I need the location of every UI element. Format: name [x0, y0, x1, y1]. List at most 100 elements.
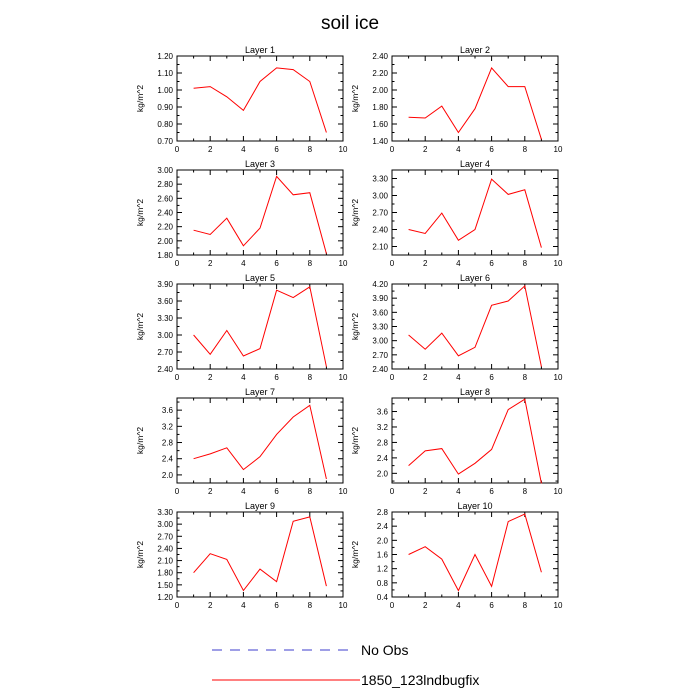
y-tick-label: 1.80	[372, 103, 388, 112]
x-tick-label: 4	[241, 259, 246, 268]
y-axis-label: kg/m^2	[135, 313, 145, 340]
y-tick-label: 2.10	[372, 243, 388, 252]
y-tick-label: 2.60	[157, 194, 173, 203]
panel-layer-1: Layer 1 0 2 4 6 8 10 0.70 0.80 0.90 1.00 1.10 1.20 kg…	[135, 45, 348, 154]
y-tick-label: 3.00	[372, 192, 388, 201]
x-tick-label: 6	[274, 145, 279, 154]
x-tick-label: 8	[308, 145, 313, 154]
y-tick-label: 3.30	[157, 508, 173, 517]
y-tick-label: 1.50	[157, 581, 173, 590]
plot-frame	[391, 169, 559, 256]
series-line	[408, 178, 542, 248]
x-tick-label: 0	[390, 601, 395, 610]
y-tick-label: 2.00	[372, 86, 388, 95]
panel-title: Layer 9	[245, 501, 275, 511]
x-tick-label: 2	[423, 601, 428, 610]
x-tick-label: 2	[208, 259, 213, 268]
x-tick-label: 4	[241, 487, 246, 496]
y-tick-label: 3.00	[372, 337, 388, 346]
y-tick-label: 3.6	[162, 406, 174, 415]
panel-title: Layer 6	[460, 273, 490, 283]
x-tick-label: 4	[241, 373, 246, 382]
y-tick-label: 2.40	[372, 365, 388, 374]
panel-grid: Layer 10 2 4 6 8 100.700.800.901.001.101.20kg…	[135, 45, 563, 610]
series-line	[193, 175, 327, 254]
y-tick-label: 2.40	[157, 209, 173, 218]
y-tick-label: 2.20	[157, 223, 173, 232]
panel-title: Layer 4	[460, 159, 490, 169]
y-tick-label: 0.90	[157, 103, 173, 112]
x-tick-label: 10	[554, 601, 563, 610]
panel-title: Layer 2	[460, 45, 490, 55]
figure-title: soil ice	[321, 13, 379, 34]
y-tick-label: 2.0	[377, 469, 389, 478]
panel-layer-5: Layer 5 0 2 4 6 8 10 2.40 2.70 3.00 3.30 3.60 3.90 kg…	[135, 273, 348, 382]
x-tick-label: 4	[456, 145, 461, 154]
y-tick-label: 2.40	[157, 544, 173, 553]
x-tick-label: 10	[339, 601, 348, 610]
x-tick-label: 8	[523, 145, 528, 154]
series-line	[408, 398, 542, 484]
x-tick-label: 6	[489, 259, 494, 268]
x-tick-label: 2	[208, 601, 213, 610]
y-tick-label: 2.8	[162, 439, 174, 448]
x-tick-label: 0	[175, 259, 180, 268]
series-line	[408, 66, 542, 140]
y-tick-label: 1.20	[157, 593, 173, 602]
x-tick-label: 2	[208, 373, 213, 382]
y-tick-label: 2.8	[377, 508, 389, 517]
y-tick-label: 1.2	[377, 565, 389, 574]
y-tick-label: 2.70	[372, 209, 388, 218]
x-tick-label: 10	[554, 259, 563, 268]
y-tick-label: 3.2	[377, 423, 389, 432]
x-tick-label: 10	[554, 145, 563, 154]
x-tick-label: 4	[241, 601, 246, 610]
x-tick-label: 6	[274, 373, 279, 382]
x-tick-label: 8	[308, 259, 313, 268]
y-tick-label: 4.20	[372, 280, 388, 289]
y-tick-label: 1.40	[372, 137, 388, 146]
panel-layer-10: Layer 10 0 2 4 6 8 10 0.4 0.8 1.2 1.6 2.0 2.4 2.8 kg/m…	[350, 501, 563, 610]
x-tick-label: 8	[523, 373, 528, 382]
y-tick-label: 2.4	[377, 522, 389, 531]
panel-layer-6: Layer 6 0 2 4 6 8 10 2.40 2.70 3.00 3.30 3.60 3.90 4.…	[350, 273, 563, 382]
y-axis-label: kg/m^2	[350, 541, 360, 568]
y-tick-label: 2.40	[372, 226, 388, 235]
legend: No Obs 1850_123lndbugfix	[212, 642, 479, 688]
x-tick-label: 8	[308, 601, 313, 610]
y-axis-label: kg/m^2	[135, 541, 145, 568]
y-tick-label: 3.60	[157, 297, 173, 306]
y-tick-label: 2.70	[157, 532, 173, 541]
x-tick-label: 0	[390, 487, 395, 496]
panel-title: Layer 3	[245, 159, 275, 169]
x-tick-label: 10	[339, 259, 348, 268]
y-axis-label: kg/m^2	[350, 199, 360, 226]
y-tick-label: 0.8	[377, 579, 389, 588]
y-axis-label: kg/m^2	[350, 85, 360, 112]
x-tick-label: 6	[489, 601, 494, 610]
plot-frame	[176, 55, 344, 142]
x-tick-label: 8	[523, 487, 528, 496]
x-tick-label: 10	[554, 373, 563, 382]
panel-layer-9: Layer 9 0 2 4 6 8 10 1.20 1.50 1.80 2.10 2.40 2.70 3.…	[135, 501, 348, 610]
plot-frame	[176, 169, 344, 256]
series-line	[193, 67, 327, 133]
y-tick-label: 1.6	[377, 551, 389, 560]
x-tick-label: 2	[423, 259, 428, 268]
x-tick-label: 4	[456, 487, 461, 496]
x-tick-label: 8	[523, 601, 528, 610]
y-tick-label: 3.30	[372, 175, 388, 184]
x-tick-label: 6	[274, 259, 279, 268]
plot-frame	[391, 55, 559, 142]
legend-label-no-obs: No Obs	[361, 642, 408, 658]
panel-layer-2: Layer 2 0 2 4 6 8 10 1.40 1.60 1.80 2.00 2.20 2.40 kg…	[350, 45, 563, 154]
y-tick-label: 0.80	[157, 120, 173, 129]
x-tick-label: 0	[175, 487, 180, 496]
series-line	[408, 513, 542, 592]
y-tick-label: 0.70	[157, 137, 173, 146]
panel-layer-8: Layer 8 0 2 4 6 8 10 2.0 2.4 2.8 3.2 3.6 kg/m^2	[350, 387, 563, 496]
y-axis-label: kg/m^2	[350, 427, 360, 454]
x-tick-label: 2	[208, 487, 213, 496]
x-tick-label: 2	[423, 487, 428, 496]
